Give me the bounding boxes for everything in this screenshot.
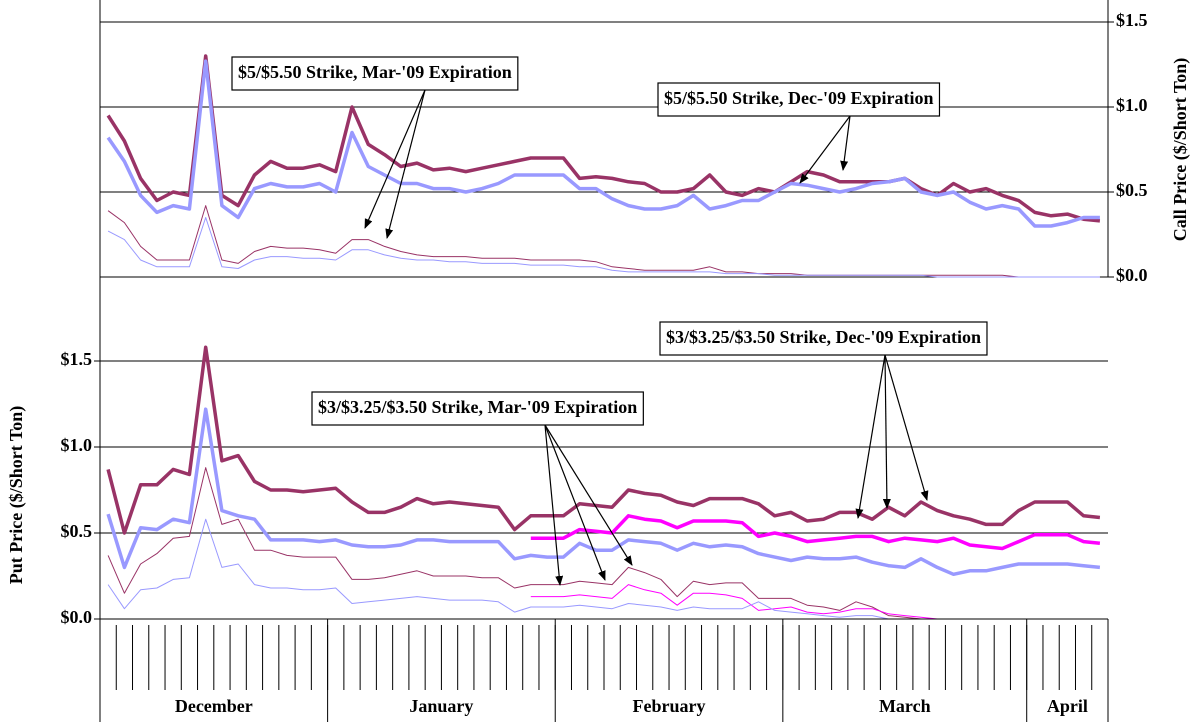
- annotation-arrow: [544, 424, 633, 566]
- annotation-text: $5/$5.50 Strike, Mar-'09 Expiration: [238, 62, 512, 82]
- y-axis-title: Call Price ($/Short Ton): [1170, 58, 1191, 242]
- month-label: February: [633, 696, 706, 716]
- series-layer: [106, 54, 1101, 620]
- y-tick-label: $0.0: [1116, 265, 1148, 285]
- annotation-arrow: [855, 354, 886, 519]
- y-tick-label: $1.0: [61, 435, 93, 455]
- y-tick-label: $0.5: [1116, 180, 1148, 200]
- annotation-text: $5/$5.50 Strike, Dec-'09 Expiration: [664, 88, 933, 108]
- annotation-box: [657, 82, 941, 117]
- month-label: January: [409, 696, 473, 716]
- y-tick-label: $0.5: [61, 521, 93, 541]
- annotation-arrow: [544, 424, 606, 581]
- annotation-box: [659, 321, 988, 356]
- series-line: [107, 518, 1003, 620]
- series-line: [106, 345, 1101, 535]
- y-tick-label: $1.0: [1116, 95, 1148, 115]
- y-tick-label: $1.5: [1116, 10, 1148, 30]
- annotation-arrow: [884, 354, 929, 501]
- annotation-text: $3/$3.25/$3.50 Strike, Dec-'09 Expiratio…: [666, 327, 981, 347]
- annotation-arrow: [544, 424, 564, 586]
- y-tick-label: $1.5: [61, 349, 93, 369]
- month-label: April: [1047, 696, 1088, 716]
- series-line: [530, 514, 1101, 551]
- month-label: March: [879, 696, 931, 716]
- series-line: [106, 59, 1100, 228]
- annotation-arrow: [385, 89, 426, 239]
- month-label: December: [175, 696, 253, 716]
- y-axis-title: Put Price ($/Short Ton): [6, 406, 27, 585]
- annotation-arrow: [799, 115, 851, 184]
- annotation-box: [231, 56, 519, 91]
- series-line: [107, 217, 1100, 278]
- frame-layer: $0.0 $0.5 $1.0 $1.5 Call Price ($/Short Ton)…: [6, 0, 1191, 722]
- annotation-box: [311, 391, 644, 426]
- annotation-arrow: [882, 354, 891, 509]
- annotation-text: $3/$3.25/$3.50 Strike, Mar-'09 Expiratio…: [318, 397, 637, 417]
- grid-layer: [100, 21, 1108, 620]
- series-line: [530, 584, 938, 620]
- series-line: [106, 407, 1101, 577]
- annotation-arrow: [840, 115, 851, 171]
- annotation-layer: $5/$5.50 Strike, Mar-'09 Expiration $5/$5…: [231, 56, 988, 586]
- series-line: [107, 205, 1100, 278]
- y-tick-label: $0.0: [61, 607, 93, 627]
- annotation-arrow: [364, 89, 426, 229]
